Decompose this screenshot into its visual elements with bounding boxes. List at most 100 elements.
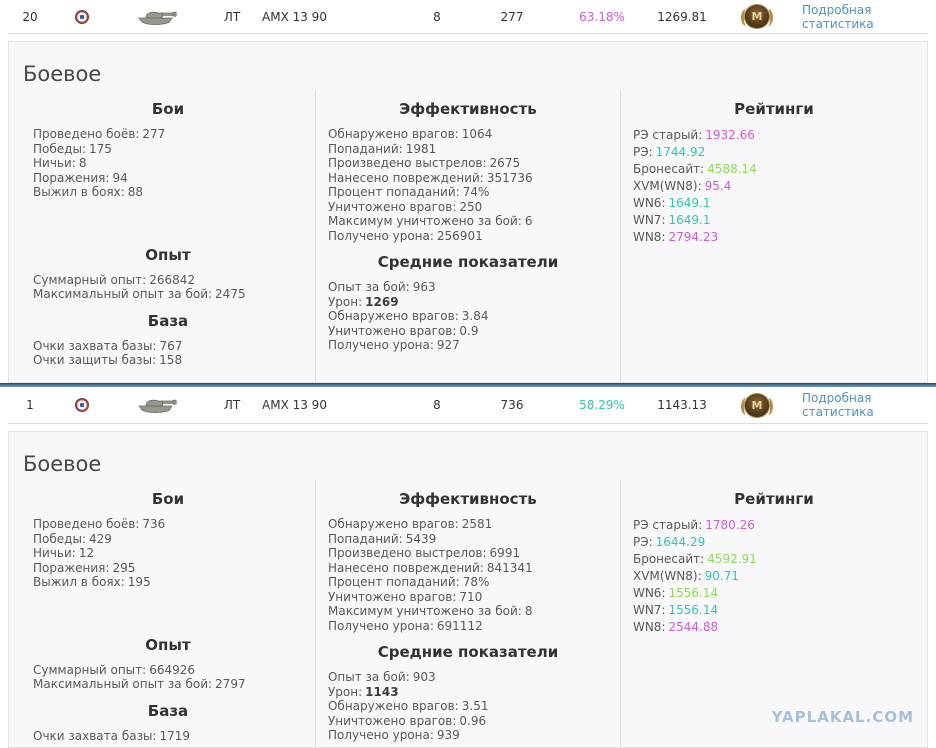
spacer <box>0 34 936 41</box>
stat-value: 903 <box>412 670 436 684</box>
section-header: Средние показатели <box>377 643 559 661</box>
stat-value: 158 <box>159 353 183 367</box>
stat-label: XVM(WN8): <box>632 569 702 583</box>
stat-line: Поражения: 295 <box>33 561 303 576</box>
stat-value: 927 <box>436 338 460 352</box>
stat-value: 1780.26 <box>705 518 755 532</box>
stat-line: WN6: 1556.14 <box>633 585 915 602</box>
stat-label: Опыт за бой: <box>327 670 410 684</box>
stat-label: Ничьи: <box>33 546 76 560</box>
stat-label: WN6: <box>632 196 666 210</box>
vehicle-class-label: ЛТ <box>223 398 241 412</box>
stat-label: Нанесено повреждений: <box>327 170 484 185</box>
ratings-column-1: Рейтинги РЭ старый: 1932.66 РЭ: 1744.92 Бр… <box>621 90 927 382</box>
stat-label: Проведено боёв: <box>33 517 140 531</box>
stat-label: Обнаружено врагов: <box>327 699 459 713</box>
stat-label: Выжил в боях: <box>33 185 125 199</box>
stat-line: Очки защиты базы: 158 <box>33 353 303 368</box>
stat-line: Выжил в боях: 195 <box>33 575 303 590</box>
section-header: Бои <box>151 100 185 118</box>
stat-line: Попаданий: 5439 <box>328 532 608 547</box>
stat-label: Получено урона: <box>327 728 434 742</box>
panel-title: Боевое <box>23 62 102 86</box>
stat-value: 88 <box>127 185 144 199</box>
stat-value: 94 <box>112 170 128 185</box>
stat-line: Уничтожено врагов: 0.96 <box>328 714 608 729</box>
stat-label: Очки захвата базы: <box>33 728 157 743</box>
stat-label: Победы: <box>33 531 86 546</box>
stat-label: Урон: <box>327 294 363 309</box>
detailed-statistics-link[interactable]: Подробная статистика <box>802 391 874 419</box>
section-header: Опыт <box>145 245 191 264</box>
stat-value: 78% <box>462 575 490 589</box>
stat-label: WN8: <box>632 230 666 244</box>
stat-value: 939 <box>436 728 460 742</box>
battles-column-2: Бои Проведено боёв: 736 Победы: 429 Ничьи:… <box>9 480 315 747</box>
stat-line: Победы: 429 <box>33 532 303 547</box>
nation-flag-france-icon <box>75 398 89 412</box>
stat-label: Урон: <box>327 684 363 699</box>
stat-line: XVM(WN8): 90.71 <box>633 568 915 585</box>
winrate-value: 63.18% <box>579 9 625 24</box>
vehicle-class-label: ЛТ <box>223 9 241 24</box>
stat-label: Обнаружено врагов: <box>327 127 459 141</box>
effectiveness-column-1: Эффективность Обнаружено врагов: 1064 Поп… <box>314 90 621 382</box>
stat-value: 429 <box>88 531 112 546</box>
stat-value: 351736 <box>486 170 533 185</box>
stat-line: Произведено выстрелов: 6991 <box>328 546 608 561</box>
stat-value: 175 <box>88 141 112 156</box>
stat-label: Произведено выстрелов: <box>327 156 487 170</box>
stat-label: Получено урона: <box>327 228 434 243</box>
tank-name: AMX 13 90 <box>262 9 327 24</box>
stat-line: Поражения: 94 <box>33 171 303 186</box>
stat-label: Выжил в боях: <box>33 575 125 589</box>
tank-row-2[interactable]: 1 ЛТ AMX 13 90 8 736 58.29% 1143.13 M По… <box>8 387 928 424</box>
stat-line: Произведено выстрелов: 2675 <box>328 156 608 171</box>
stat-label: РЭ: <box>632 145 653 159</box>
detailed-statistics-link[interactable]: Подробная статистика <box>802 2 874 31</box>
stat-line: Обнаружено врагов: 1064 <box>328 127 608 142</box>
section-header: Опыт <box>145 635 191 654</box>
stat-label: Уничтожено врагов: <box>327 589 457 604</box>
stat-line: Процент попаданий: 74% <box>328 185 608 200</box>
stat-line: WN6: 1649.1 <box>633 195 915 212</box>
stat-label: Уничтожено врагов: <box>327 199 457 214</box>
stat-label: Суммарный опыт: <box>33 272 147 287</box>
stat-value: 74% <box>462 185 490 199</box>
stat-value: 1649.1 <box>668 213 711 227</box>
stat-value: 90.71 <box>704 569 739 583</box>
stat-value: 277 <box>142 127 166 141</box>
stat-value: 1269 <box>365 294 399 309</box>
stat-line: Уничтожено врагов: 710 <box>328 590 608 605</box>
stat-value: 767 <box>159 338 183 353</box>
stat-line: РЭ старый: 1780.26 <box>633 517 915 534</box>
stat-value: 6 <box>524 214 533 228</box>
stat-line: Очки захвата базы: 1719 <box>33 729 303 744</box>
stat-line: Получено урона: 927 <box>328 338 608 353</box>
rating-value: 1269.81 <box>657 9 707 24</box>
stat-label: Нанесено повреждений: <box>327 560 484 575</box>
stat-line: Максимальный опыт за бой: 2797 <box>33 677 303 692</box>
tank-row-1[interactable]: 20 ЛТ AMX 13 90 8 277 63.18% 1269.81 M П… <box>8 0 928 34</box>
stat-label: Очки захвата базы: <box>33 338 157 353</box>
stat-value: 841341 <box>486 560 533 575</box>
nation-flag-france-icon <box>75 9 89 24</box>
stat-label: Максимум уничтожено за бой: <box>327 604 522 618</box>
section-header: База <box>147 311 189 330</box>
stat-value: 710 <box>459 589 483 604</box>
combat-stats-panel-1: Боевое Бои Проведено боёв: 277 Победы: 175… <box>8 41 928 383</box>
stat-line: Получено урона: 256901 <box>328 229 608 244</box>
stat-value: 2544.88 <box>668 620 719 634</box>
stat-value: 12 <box>78 546 95 560</box>
stat-line: Суммарный опыт: 266842 <box>33 273 303 288</box>
stat-line: Получено урона: 939 <box>328 728 608 743</box>
stat-line: Максимальный опыт за бой: 2475 <box>33 287 303 302</box>
stat-value: 1744.92 <box>655 145 706 159</box>
mastery-badge-icon: M <box>741 4 773 29</box>
stat-value: 1932.66 <box>705 128 755 142</box>
stat-line: Проведено боёв: 736 <box>33 517 303 532</box>
stat-label: WN7: <box>632 213 666 227</box>
section-header: Средние показатели <box>377 253 559 271</box>
stat-line: Проведено боёв: 277 <box>33 127 303 142</box>
stat-label: Попаданий: <box>327 531 403 546</box>
